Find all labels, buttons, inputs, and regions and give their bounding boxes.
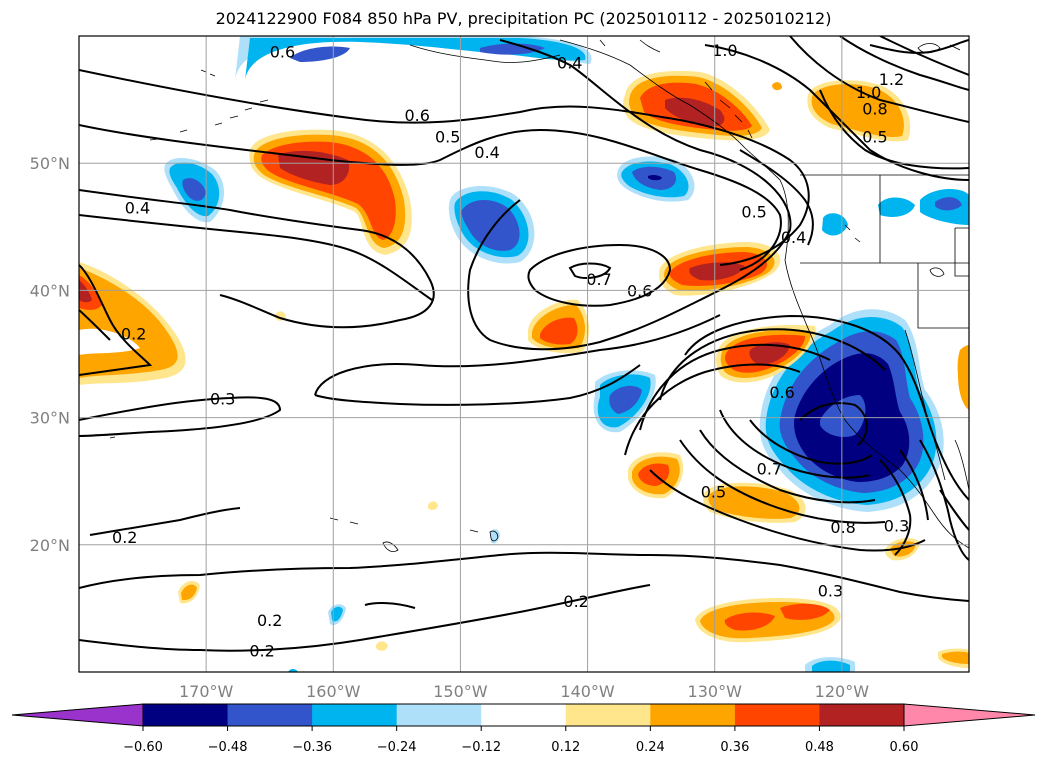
precipitation-anomaly-shading bbox=[79, 36, 969, 672]
contour-label: 0.6 bbox=[270, 42, 295, 61]
contour-label: 0.7 bbox=[586, 270, 611, 289]
contour-label: 0.7 bbox=[757, 459, 782, 478]
contour-label: 0.5 bbox=[701, 482, 726, 501]
contour-label: 0.2 bbox=[563, 592, 588, 611]
contour-label: 0.5 bbox=[741, 203, 766, 222]
contour-label: 0.8 bbox=[862, 100, 887, 119]
contour-label: 1.0 bbox=[712, 41, 737, 60]
colorbar-segment bbox=[312, 704, 398, 726]
colorbar-tick-label: 0.48 bbox=[805, 740, 834, 755]
colorbar-tick-label: −0.24 bbox=[377, 740, 417, 755]
colorbar-tick-label: −0.12 bbox=[461, 740, 501, 755]
colorbar-extend-high bbox=[903, 703, 1036, 727]
contour-label: 1.2 bbox=[879, 70, 904, 89]
latitude-tick-label: 30°N bbox=[30, 409, 70, 428]
contour-label: 0.2 bbox=[257, 611, 282, 630]
colorbar-segment bbox=[227, 704, 313, 726]
longitude-tick-label: 130°W bbox=[688, 682, 743, 701]
pv-contour-lines bbox=[79, 36, 969, 652]
colorbar-tick-label: 0.36 bbox=[720, 740, 749, 755]
colorbar-segment bbox=[734, 704, 820, 726]
contour-label: 0.3 bbox=[818, 582, 843, 601]
colorbar-segment bbox=[143, 704, 229, 726]
colorbar: −0.60 −0.48 −0.36 −0.24 −0.12 0.12 0.24 0.36 0.4… bbox=[11, 703, 1036, 755]
colorbar-tick-label: 0.60 bbox=[890, 740, 919, 755]
latitude-tick-label: 40°N bbox=[30, 281, 70, 300]
contour-label: 0.4 bbox=[557, 54, 582, 73]
colorbar-segment bbox=[481, 704, 567, 726]
longitude-tick-label: 120°W bbox=[815, 682, 870, 701]
contour-label: 0.5 bbox=[435, 127, 460, 146]
colorbar-tick-label: −0.48 bbox=[208, 740, 248, 755]
longitude-tick-label: 150°W bbox=[433, 682, 488, 701]
gridlines bbox=[79, 36, 969, 672]
chart-title: 2024122900 F084 850 hPa PV, precipitatio… bbox=[215, 9, 832, 28]
colorbar-tick-label: −0.36 bbox=[292, 740, 332, 755]
plot-frame bbox=[78, 35, 970, 673]
contour-label: 0.6 bbox=[404, 106, 429, 125]
colorbar-segment bbox=[396, 704, 482, 726]
latitude-tick-labels: 50°N 40°N 30°N 20°N bbox=[30, 154, 70, 555]
colorbar-segment bbox=[650, 704, 736, 726]
contour-label: 0.4 bbox=[125, 199, 150, 218]
longitude-tick-label: 170°W bbox=[179, 682, 234, 701]
colorbar-tick-label: −0.60 bbox=[123, 740, 163, 755]
longitude-tick-labels: 170°W 160°W 150°W 140°W 130°W 120°W bbox=[179, 682, 869, 701]
contour-label: 0.4 bbox=[474, 143, 499, 162]
colorbar-extend-low bbox=[11, 703, 144, 727]
colorbar-tick-label: 0.24 bbox=[636, 740, 665, 755]
longitude-tick-label: 160°W bbox=[306, 682, 361, 701]
colorbar-tick-label: 0.12 bbox=[551, 740, 580, 755]
contour-label: 0.2 bbox=[112, 528, 137, 547]
coastlines bbox=[109, 39, 969, 552]
contour-label: 0.5 bbox=[862, 127, 887, 146]
contour-label: 0.6 bbox=[769, 383, 794, 402]
contour-label: 1.0 bbox=[856, 83, 881, 102]
contour-label: 0.2 bbox=[121, 325, 146, 344]
latitude-tick-label: 20°N bbox=[30, 536, 70, 555]
colorbar-segment bbox=[565, 704, 651, 726]
colorbar-outline bbox=[142, 703, 905, 727]
latitude-tick-label: 50°N bbox=[30, 154, 70, 173]
contour-label: 0.3 bbox=[210, 390, 235, 409]
colorbar-segment bbox=[819, 704, 905, 726]
contour-label: 0.8 bbox=[830, 518, 855, 537]
contour-label: 0.4 bbox=[781, 228, 806, 247]
contour-label: 0.3 bbox=[884, 517, 909, 536]
contour-label: 0.2 bbox=[249, 641, 274, 660]
longitude-tick-label: 140°W bbox=[560, 682, 615, 701]
